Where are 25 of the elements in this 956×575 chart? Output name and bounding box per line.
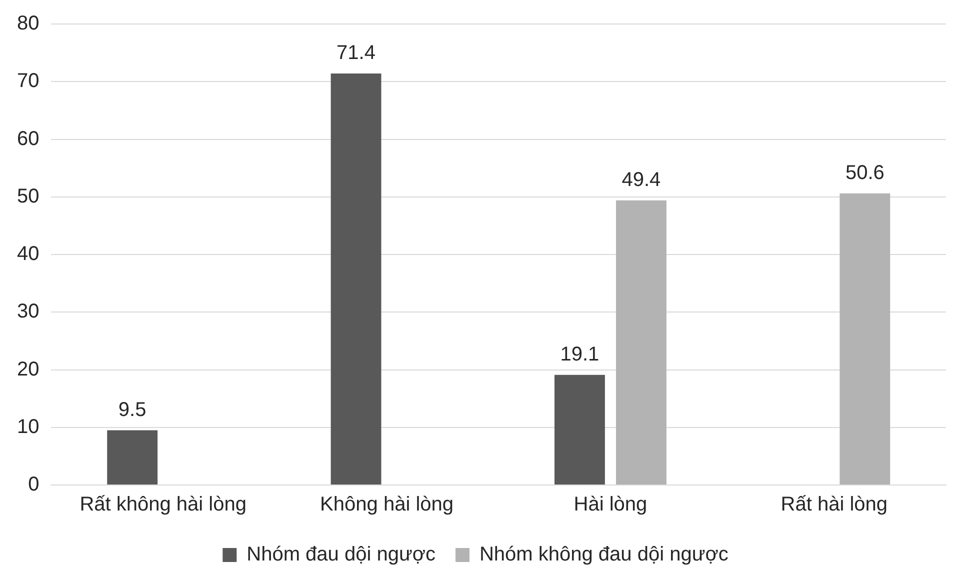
data-label: 71.4	[336, 42, 376, 64]
y-tick-label: 70	[16, 70, 40, 92]
x-tick-label: Rất hài lòng	[780, 494, 888, 516]
legend-label: Nhóm không đau dội ngược	[479, 544, 728, 566]
y-tick-label: 80	[16, 12, 40, 35]
bar	[840, 193, 890, 484]
data-label: 9.5	[118, 398, 146, 421]
data-label: 19.1	[560, 343, 600, 366]
x-tick-label: Hài lòng	[574, 494, 648, 516]
y-tick-label: 0	[28, 474, 40, 496]
data-label: 49.4	[622, 168, 661, 191]
y-tick-label: 60	[16, 128, 40, 150]
data-label: 50.6	[845, 162, 884, 184]
y-tick-label: 50	[16, 185, 40, 208]
y-tick-label: 10	[16, 416, 40, 438]
y-tick-label: 30	[16, 300, 40, 323]
bar	[107, 430, 158, 484]
x-tick-label: Không hài lòng	[320, 494, 454, 516]
bar	[554, 374, 605, 484]
bar	[616, 200, 666, 484]
bar	[330, 74, 382, 484]
legend-label: Nhóm đau dội ngược	[246, 544, 436, 566]
y-tick-label: 40	[16, 243, 40, 266]
y-tick-label: 20	[16, 358, 40, 380]
x-tick-label: Rất không hài lòng	[80, 494, 246, 516]
